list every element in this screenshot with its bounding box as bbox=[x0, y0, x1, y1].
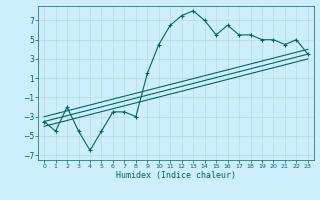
X-axis label: Humidex (Indice chaleur): Humidex (Indice chaleur) bbox=[116, 171, 236, 180]
